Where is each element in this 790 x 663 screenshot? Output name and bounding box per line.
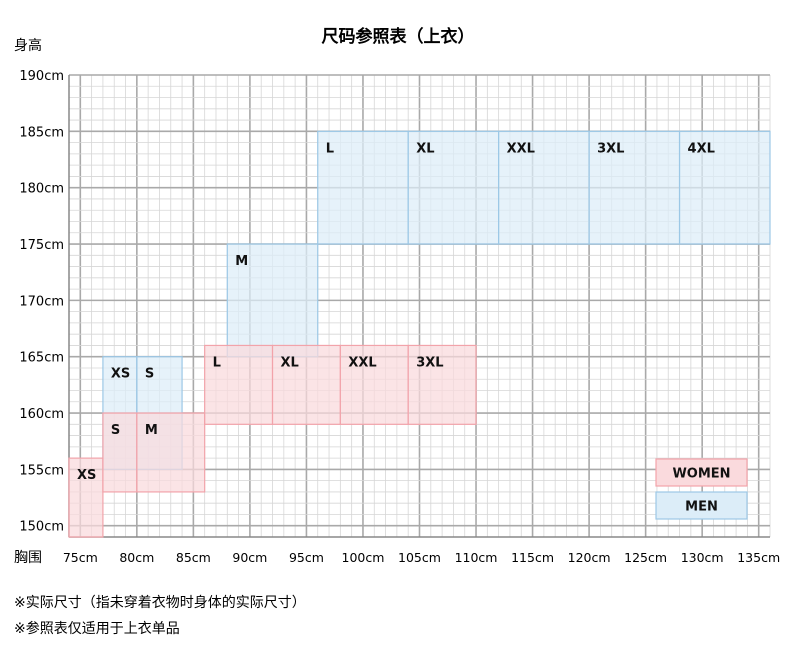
chart-title: 尺码参照表（上衣） bbox=[322, 26, 475, 47]
women-size-label-xxl: XXL bbox=[348, 355, 376, 370]
legend-label-women: WOMEN bbox=[672, 467, 730, 482]
x-tick-label: 120cm bbox=[568, 550, 611, 565]
legend-label-men: MEN bbox=[685, 500, 718, 515]
men-size-cell-m bbox=[226, 243, 319, 358]
y-tick-label: 185cm bbox=[19, 125, 64, 140]
x-tick-labels: 75cm 80cm 85cm 90cm 95cm 100cm 105cm 110cm 115cm… bbox=[63, 550, 780, 565]
women-size-label-xs: XS bbox=[77, 468, 96, 483]
notes: ※实际尺寸（指未穿着衣物时身体的实际尺寸） ※参照表仅适用于上衣单品 bbox=[14, 590, 306, 642]
note-line: ※参照表仅适用于上衣单品 bbox=[14, 621, 180, 637]
x-tick-label: 75cm bbox=[63, 550, 98, 565]
women-size-cell-xl bbox=[271, 344, 341, 425]
legend-swatch-women bbox=[655, 458, 748, 487]
y-tick-label: 150cm bbox=[19, 520, 64, 535]
y-axis-label: 身高 bbox=[14, 37, 42, 54]
men-size-label-s: S bbox=[145, 367, 154, 382]
x-axis-label: 胸围 bbox=[14, 550, 42, 566]
x-tick-label: 110cm bbox=[455, 550, 498, 565]
x-tick-label: 95cm bbox=[289, 550, 324, 565]
y-tick-labels: 150cm 155cm 160cm 165cm 170cm 175cm 180cm 185cm… bbox=[19, 69, 64, 535]
size-labels: XS S M L XL XXL 3XL 4XL XS S M L XL XXL 3XL bbox=[77, 141, 715, 483]
x-tick-label: 135cm bbox=[737, 550, 780, 565]
note-line: ※实际尺寸（指未穿着衣物时身体的实际尺寸） bbox=[14, 595, 306, 611]
men-size-cell-3xl bbox=[588, 130, 681, 245]
x-tick-label: 130cm bbox=[681, 550, 724, 565]
y-tick-label: 160cm bbox=[19, 407, 64, 422]
women-size-cell-xxl bbox=[339, 344, 409, 425]
men-size-label-4xl: 4XL bbox=[688, 141, 715, 156]
women-size-label-s: S bbox=[111, 423, 120, 438]
women-size-cell-xs bbox=[68, 457, 104, 538]
x-tick-label: 100cm bbox=[342, 550, 385, 565]
men-size-cell-xl bbox=[407, 130, 500, 245]
men-size-label-xs: XS bbox=[111, 367, 130, 382]
women-size-cell-3xl bbox=[407, 344, 477, 425]
y-tick-label: 175cm bbox=[19, 238, 64, 253]
men-size-label-xl: XL bbox=[416, 141, 434, 156]
men-size-label-l: L bbox=[326, 141, 334, 156]
women-size-label-m: M bbox=[145, 423, 158, 438]
x-tick-label: 115cm bbox=[511, 550, 554, 565]
x-tick-label: 85cm bbox=[176, 550, 211, 565]
legend-swatch-men bbox=[655, 491, 748, 520]
x-tick-label: 90cm bbox=[232, 550, 267, 565]
x-tick-label: 80cm bbox=[119, 550, 154, 565]
men-size-label-xxl: XXL bbox=[507, 141, 535, 156]
women-size-cell-l bbox=[204, 344, 274, 425]
y-tick-label: 190cm bbox=[19, 69, 64, 84]
size-cells bbox=[68, 130, 771, 538]
women-size-label-l: L bbox=[213, 355, 221, 370]
men-size-cell-xxl bbox=[498, 130, 590, 245]
y-tick-label: 170cm bbox=[19, 294, 64, 309]
y-tick-label: 155cm bbox=[19, 463, 64, 478]
women-size-label-xl: XL bbox=[281, 355, 299, 370]
men-size-label-3xl: 3XL bbox=[597, 141, 624, 156]
men-size-cell-4xl bbox=[678, 130, 771, 245]
x-tick-label: 105cm bbox=[398, 550, 441, 565]
women-size-label-3xl: 3XL bbox=[416, 355, 443, 370]
men-size-cell-l bbox=[317, 130, 409, 245]
x-tick-label: 125cm bbox=[624, 550, 667, 565]
legend: WOMEN MEN bbox=[655, 458, 748, 520]
y-tick-label: 180cm bbox=[19, 182, 64, 197]
y-tick-label: 165cm bbox=[19, 351, 64, 366]
women-size-cell-m bbox=[136, 412, 206, 493]
men-size-label-m: M bbox=[235, 254, 248, 269]
